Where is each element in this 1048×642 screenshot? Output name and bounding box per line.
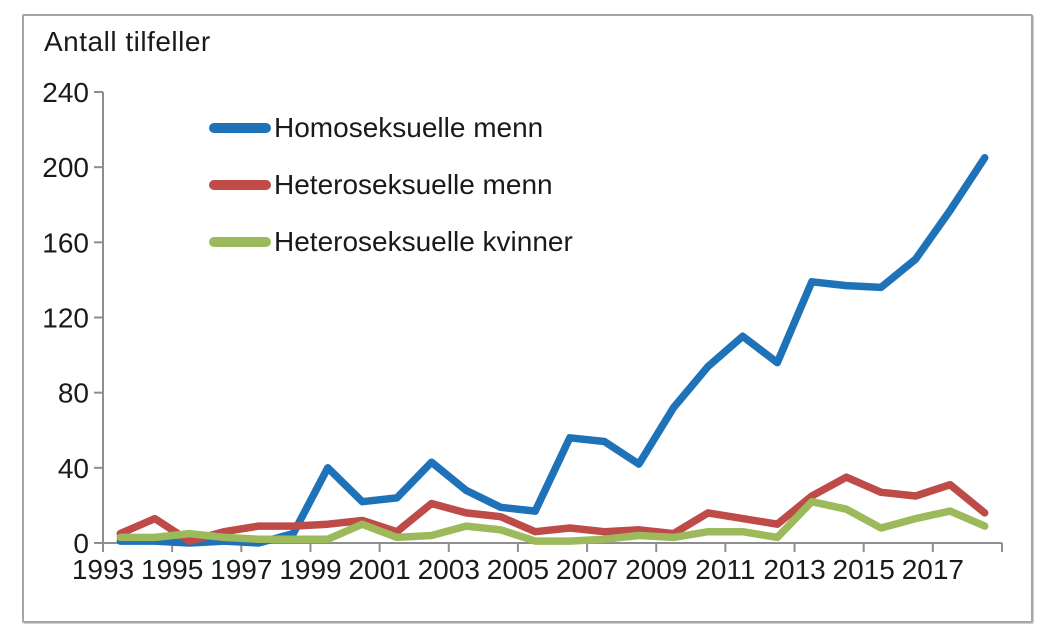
legend-item: Heteroseksuelle kvinner: [209, 225, 573, 259]
x-tick-label: 2015: [833, 554, 895, 585]
y-tick-label: 80: [58, 378, 89, 409]
legend-label: Heteroseksuelle kvinner: [274, 226, 573, 257]
x-tick-label: 1993: [72, 554, 134, 585]
x-tick-label: 2011: [695, 554, 755, 585]
y-tick-label: 120: [42, 303, 89, 334]
x-tick-label: 2005: [487, 554, 549, 585]
y-tick-label: 160: [42, 227, 89, 258]
x-tick-label: 2009: [625, 554, 687, 585]
chart-frame: [22, 14, 1033, 623]
series-line-heteroseksuelle-menn: [116, 473, 989, 545]
legend-label: Heteroseksuelle menn: [274, 169, 553, 200]
series-line-homoseksuelle-menn: [116, 154, 989, 547]
legend-swatch-homoseksuelle-menn: [209, 123, 271, 133]
legend-label: Homoseksuelle menn: [274, 112, 544, 143]
y-tick-label: 40: [58, 453, 89, 484]
x-tick-label: 1997: [210, 554, 272, 585]
chart-title: Antall tilfeller: [44, 26, 211, 57]
legend-swatch-heteroseksuelle-kvinner: [209, 237, 271, 247]
x-tick-label: 1995: [141, 554, 203, 585]
x-tick-label: 2013: [763, 554, 825, 585]
x-tick-label: 2017: [902, 554, 964, 585]
legend-item: Heteroseksuelle menn: [209, 168, 553, 202]
x-tick-label: 2007: [556, 554, 618, 585]
y-tick-label: 240: [42, 77, 89, 108]
x-tick-label: 2001: [348, 554, 410, 585]
legend-swatch-heteroseksuelle-menn: [209, 180, 271, 190]
legend-item: Homoseksuelle menn: [209, 111, 543, 145]
y-tick-label: 0: [73, 528, 89, 559]
y-tick-label: 200: [42, 152, 89, 183]
x-tick-label: 1999: [279, 554, 341, 585]
series-line-heteroseksuelle-kvinner: [116, 497, 989, 545]
x-tick-label: 2003: [418, 554, 480, 585]
